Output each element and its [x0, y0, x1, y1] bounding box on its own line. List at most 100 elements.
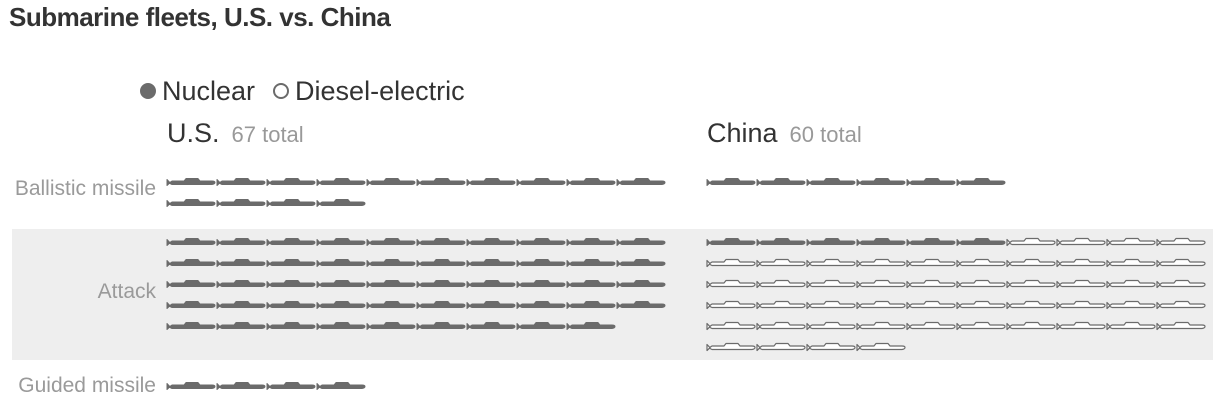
submarine-icon-china-attack-19	[1156, 258, 1206, 268]
submarine-icon-us-attack-25	[416, 280, 466, 288]
submarine-icon-china-attack-7	[1056, 237, 1106, 247]
submarine-icon-us-ballistic-missile-3	[316, 178, 366, 186]
submarine-icon-us-ballistic-missile-11	[216, 199, 266, 207]
submarine-icon-china-attack-25	[956, 279, 1006, 289]
row-label-attack: Attack	[97, 280, 156, 303]
submarine-icon-china-attack-37	[1056, 300, 1106, 310]
submarine-icon-us-attack-22	[266, 280, 316, 288]
submarine-icon-us-ballistic-missile-9	[616, 178, 666, 186]
submarine-icon-china-attack-24	[906, 279, 956, 289]
submarine-icon-us-ballistic-missile-12	[266, 199, 316, 207]
legend: Nuclear Diesel-electric	[140, 76, 483, 106]
submarine-icon-us-ballistic-missile-8	[566, 178, 616, 186]
submarine-icon-china-ballistic-missile-2	[806, 178, 856, 186]
submarine-icon-us-attack-45	[416, 322, 466, 330]
submarine-icon-us-attack-4	[366, 238, 416, 246]
submarine-icon-us-attack-24	[366, 280, 416, 288]
submarine-icon-china-attack-48	[1106, 321, 1156, 331]
submarine-icon-us-attack-44	[366, 322, 416, 330]
submarine-icon-us-attack-37	[516, 301, 566, 309]
attack-row-background	[12, 229, 1213, 360]
submarine-icon-china-attack-11	[756, 258, 806, 268]
submarine-icon-us-attack-35	[416, 301, 466, 309]
submarine-icon-china-attack-39	[1156, 300, 1206, 310]
submarine-icon-us-attack-27	[516, 280, 566, 288]
submarine-icon-china-ballistic-missile-4	[906, 178, 956, 186]
submarine-icon-china-attack-20	[706, 279, 756, 289]
submarine-icon-us-attack-11	[216, 259, 266, 267]
legend-label-diesel: Diesel-electric	[295, 75, 465, 106]
submarine-icon-us-attack-43	[316, 322, 366, 330]
submarine-icon-us-attack-26	[466, 280, 516, 288]
submarine-icon-us-attack-13	[316, 259, 366, 267]
legend-item-nuclear: Nuclear	[140, 76, 255, 107]
submarine-icon-china-attack-50	[706, 342, 756, 352]
submarine-icon-us-ballistic-missile-7	[516, 178, 566, 186]
submarine-icon-china-attack-0	[706, 238, 756, 246]
submarine-icon-us-attack-40	[166, 322, 216, 330]
submarine-icon-us-attack-42	[266, 322, 316, 330]
submarine-icon-china-attack-8	[1106, 237, 1156, 247]
submarine-icon-china-attack-22	[806, 279, 856, 289]
submarine-icon-us-guided-missile-3	[316, 382, 366, 390]
submarine-icon-china-attack-6	[1006, 237, 1056, 247]
submarine-icon-china-attack-35	[956, 300, 1006, 310]
country-name-china: China	[707, 118, 778, 148]
submarine-icon-china-attack-2	[806, 238, 856, 246]
submarine-icon-china-attack-36	[1006, 300, 1056, 310]
submarine-icon-us-attack-19	[616, 259, 666, 267]
submarine-icon-us-ballistic-missile-0	[166, 178, 216, 186]
hollow-circle-icon	[273, 83, 290, 99]
submarine-icon-china-attack-3	[856, 238, 906, 246]
submarine-icon-china-attack-33	[856, 300, 906, 310]
submarine-icon-china-attack-10	[706, 258, 756, 268]
submarine-icon-us-attack-31	[216, 301, 266, 309]
submarine-icon-us-attack-23	[316, 280, 366, 288]
submarine-icon-us-ballistic-missile-5	[416, 178, 466, 186]
submarine-icon-china-ballistic-missile-3	[856, 178, 906, 186]
submarine-icon-china-attack-45	[956, 321, 1006, 331]
submarine-icon-us-guided-missile-0	[166, 382, 216, 390]
submarine-icon-china-attack-44	[906, 321, 956, 331]
submarine-icon-us-attack-41	[216, 322, 266, 330]
submarine-icon-china-attack-34	[906, 300, 956, 310]
chart-title: Submarine fleets, U.S. vs. China	[9, 2, 391, 32]
submarine-icon-china-attack-53	[856, 342, 906, 352]
country-name-us: U.S.	[167, 118, 220, 148]
submarine-icon-us-attack-5	[416, 238, 466, 246]
submarine-icon-china-attack-38	[1106, 300, 1156, 310]
submarine-icon-us-attack-2	[266, 238, 316, 246]
submarine-icon-china-attack-31	[756, 300, 806, 310]
submarine-icon-us-attack-20	[166, 280, 216, 288]
submarine-icon-china-attack-5	[956, 238, 1006, 246]
submarine-icon-china-attack-4	[906, 238, 956, 246]
submarine-icon-us-attack-12	[266, 259, 316, 267]
submarine-icon-us-attack-14	[366, 259, 416, 267]
submarine-icon-us-attack-32	[266, 301, 316, 309]
submarine-icon-us-attack-15	[416, 259, 466, 267]
submarine-icon-china-attack-40	[706, 321, 756, 331]
submarine-icon-china-attack-9	[1156, 237, 1206, 247]
country-header-us: U.S. 67 total	[167, 118, 304, 149]
submarine-icon-china-attack-12	[806, 258, 856, 268]
submarine-icon-us-attack-16	[466, 259, 516, 267]
submarine-icon-us-attack-8	[566, 238, 616, 246]
submarine-icon-us-guided-missile-1	[216, 382, 266, 390]
row-label-ballistic-missile: Ballistic missile	[14, 177, 156, 200]
submarine-icon-us-attack-47	[516, 322, 566, 330]
submarine-icon-us-attack-9	[616, 238, 666, 246]
submarine-icon-us-guided-missile-2	[266, 382, 316, 390]
submarine-icon-china-attack-18	[1106, 258, 1156, 268]
submarine-icon-china-ballistic-missile-1	[756, 178, 806, 186]
submarine-icon-china-attack-28	[1106, 279, 1156, 289]
submarine-icon-us-attack-6	[466, 238, 516, 246]
submarine-icon-us-attack-21	[216, 280, 266, 288]
submarine-icon-us-ballistic-missile-4	[366, 178, 416, 186]
submarine-icon-us-attack-7	[516, 238, 566, 246]
submarine-icon-china-attack-47	[1056, 321, 1106, 331]
submarine-icon-us-ballistic-missile-13	[316, 199, 366, 207]
submarine-icon-us-attack-48	[566, 322, 616, 330]
submarine-icon-us-attack-36	[466, 301, 516, 309]
submarine-icon-china-attack-17	[1056, 258, 1106, 268]
